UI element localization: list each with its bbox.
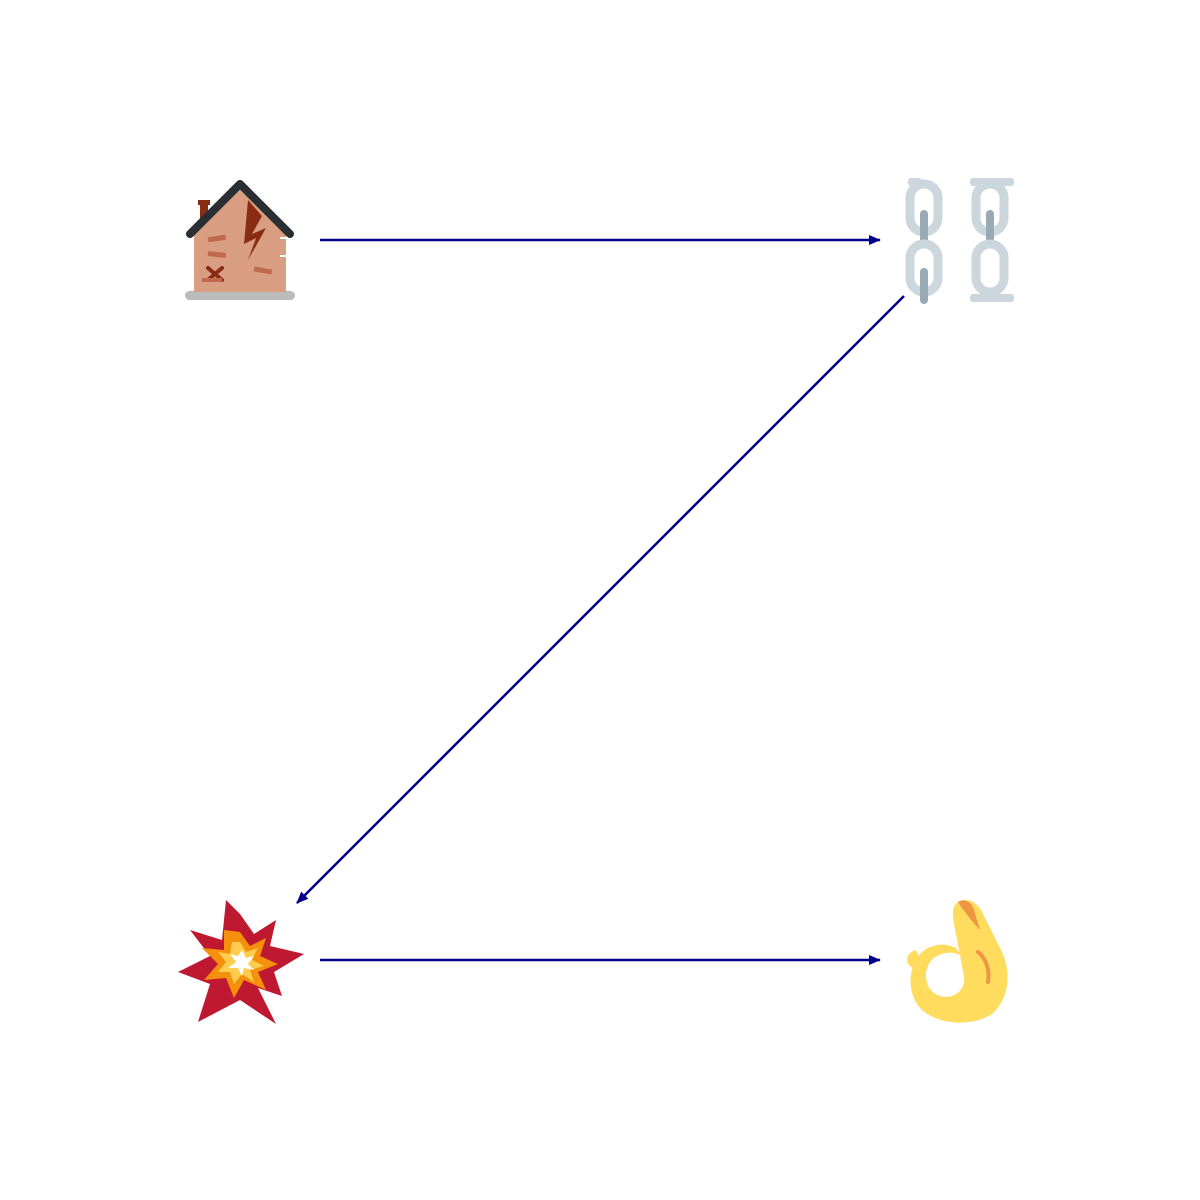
- ok-hand-icon: [907, 899, 1008, 1023]
- derelict-house-icon: [185, 180, 295, 300]
- chains-icon: [905, 178, 1014, 304]
- edge-chains-to-collision: [296, 295, 905, 904]
- collision-icon: [178, 900, 304, 1024]
- edges: [296, 235, 905, 965]
